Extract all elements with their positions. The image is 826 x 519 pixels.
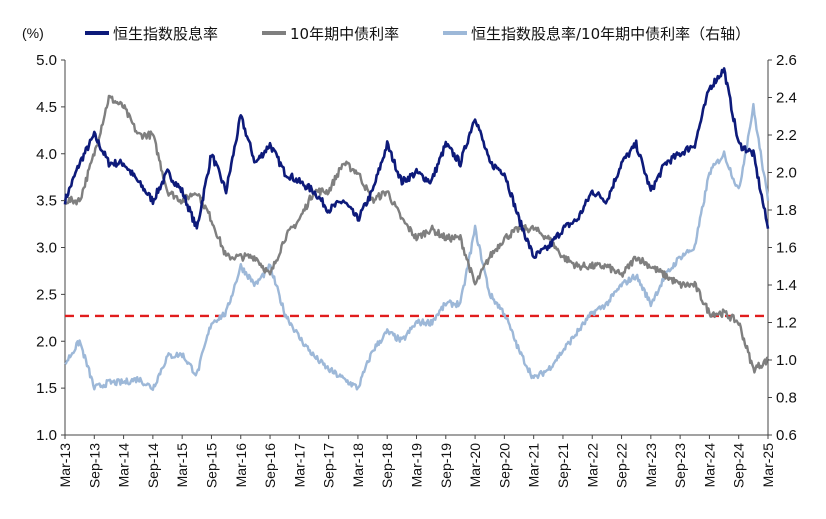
x-tick-label: Mar-18: [350, 443, 366, 488]
legend-label-2: 恒生指数股息率/10年期中债利率（右轴）: [471, 25, 750, 43]
left-axis-unit-label: (%): [22, 25, 44, 41]
series-line-0: [63, 67, 770, 259]
legend: 恒生指数股息率 10年期中债利率 恒生指数股息率/10年期中债利率（右轴）: [85, 25, 750, 43]
x-tick-label: Sep-24: [731, 443, 747, 488]
right-tick-label: 2.4: [776, 90, 797, 107]
left-tick-label: 3.5: [36, 193, 57, 210]
right-tick-label: 1.6: [776, 240, 797, 257]
left-tick-label: 4.0: [36, 146, 57, 163]
left-tick-label: 5.0: [36, 52, 57, 69]
left-axis: 1.0 1.5 2.0 2.5 3.0 3.5 4.0 4.5 5.0: [36, 52, 65, 444]
x-tick-label: Sep-13: [86, 443, 102, 488]
left-tick-label: 1.5: [36, 380, 57, 397]
x-tick-label: Sep-14: [145, 443, 161, 488]
plot-frame: [64, 60, 769, 436]
left-tick-label: 3.0: [36, 240, 57, 257]
right-tick-label: 1.0: [776, 352, 797, 369]
left-tick-label: 1.0: [36, 427, 57, 444]
x-tick-label: Mar-22: [584, 443, 600, 488]
x-tick-label: Sep-21: [555, 443, 571, 488]
x-tick-label: Mar-19: [409, 443, 425, 488]
x-tick-label: Sep-18: [379, 443, 395, 488]
right-tick-label: 1.2: [776, 315, 797, 332]
right-tick-label: 0.8: [776, 390, 797, 407]
x-tick-label: Mar-13: [57, 443, 73, 488]
legend-label-0: 恒生指数股息率: [113, 25, 218, 43]
right-tick-label: 0.6: [776, 427, 797, 444]
left-tick-label: 4.5: [36, 99, 57, 116]
x-tick-label: Mar-24: [701, 443, 717, 488]
left-tick-label: 2.5: [36, 286, 57, 303]
x-tick-label: Mar-21: [526, 443, 542, 488]
right-tick-label: 2.2: [776, 127, 797, 144]
x-tick-label: Mar-20: [467, 443, 483, 488]
x-tick-label: Sep-17: [321, 443, 337, 488]
right-axis: 0.6 0.8 1.0 1.2 1.4 1.6 1.8 2.0 2.2 2.4 2.6: [768, 52, 797, 444]
series-line-1: [63, 94, 770, 374]
left-tick-label: 2.0: [36, 333, 57, 350]
x-tick-label: Sep-23: [672, 443, 688, 488]
right-tick-label: 1.8: [776, 202, 797, 219]
x-tick-label: Sep-20: [496, 443, 512, 488]
x-tick-label: Mar-14: [116, 443, 132, 488]
x-axis: Mar-13 Sep-13 Mar-14 Sep-14 Mar-15 Sep-15 Mar-…: [57, 435, 776, 488]
x-tick-label: Mar-16: [233, 443, 249, 488]
right-tick-label: 2.0: [776, 165, 797, 182]
x-tick-label: Sep-15: [203, 443, 219, 488]
legend-label-1: 10年期中债利率: [290, 25, 399, 43]
x-tick-label: Mar-23: [643, 443, 659, 488]
right-tick-label: 1.4: [776, 277, 797, 294]
right-tick-label: 2.6: [776, 52, 797, 69]
x-tick-label: Mar-25: [760, 443, 776, 488]
x-tick-label: Sep-22: [614, 443, 630, 488]
series-line-2: [64, 102, 770, 391]
series-layer: [63, 67, 770, 391]
x-tick-label: Mar-17: [291, 443, 307, 488]
x-tick-label: Sep-16: [262, 443, 278, 488]
x-tick-label: Sep-19: [438, 443, 454, 488]
x-tick-label: Mar-15: [174, 443, 190, 488]
